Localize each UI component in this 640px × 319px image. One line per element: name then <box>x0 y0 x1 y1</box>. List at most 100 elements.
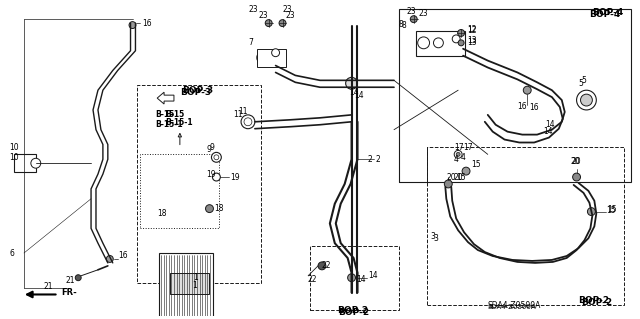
Text: 9: 9 <box>207 145 211 154</box>
Text: 1: 1 <box>194 273 198 282</box>
Text: 11: 11 <box>233 110 243 119</box>
Text: SDA4-Z0500A: SDA4-Z0500A <box>488 301 541 310</box>
Bar <box>170 273 209 294</box>
Text: 23: 23 <box>282 5 292 14</box>
Text: 5: 5 <box>579 79 584 88</box>
Text: 23: 23 <box>259 11 268 20</box>
Text: 17: 17 <box>454 143 464 152</box>
Text: 15: 15 <box>606 206 616 215</box>
Bar <box>257 49 287 67</box>
Text: 5: 5 <box>582 76 586 85</box>
Text: 10: 10 <box>9 143 19 152</box>
Circle shape <box>265 20 272 26</box>
Circle shape <box>456 152 460 156</box>
Text: 11: 11 <box>238 108 248 116</box>
Text: 15: 15 <box>456 173 466 182</box>
Text: 18: 18 <box>214 204 224 213</box>
Circle shape <box>211 152 221 162</box>
Text: 19: 19 <box>207 170 216 179</box>
Circle shape <box>588 208 595 216</box>
Circle shape <box>318 262 326 270</box>
Bar <box>427 147 624 305</box>
Circle shape <box>454 150 462 158</box>
Text: 15: 15 <box>471 160 481 169</box>
Text: 17: 17 <box>463 143 473 152</box>
Text: BOP-4: BOP-4 <box>593 8 623 17</box>
Circle shape <box>31 158 41 168</box>
Text: 8: 8 <box>399 19 404 29</box>
Text: 22: 22 <box>307 275 317 284</box>
Text: 20: 20 <box>572 157 581 166</box>
Circle shape <box>462 167 470 175</box>
Text: B-15: B-15 <box>155 110 175 119</box>
Text: 7: 7 <box>248 38 253 47</box>
Circle shape <box>244 118 252 126</box>
Circle shape <box>348 274 356 282</box>
Text: BOP-3: BOP-3 <box>182 86 213 95</box>
Text: 14: 14 <box>355 91 364 100</box>
Text: 14: 14 <box>545 120 555 129</box>
Text: BOP-2: BOP-2 <box>582 298 612 307</box>
Circle shape <box>524 86 531 94</box>
Text: BOP-4: BOP-4 <box>589 10 621 19</box>
Text: 23: 23 <box>285 11 295 20</box>
Circle shape <box>458 40 464 46</box>
Text: SDA4-Z0500A: SDA4-Z0500A <box>488 304 536 310</box>
Text: BOP-2: BOP-2 <box>338 308 369 317</box>
Text: BOP-2: BOP-2 <box>337 306 368 315</box>
Text: 20: 20 <box>446 173 456 182</box>
Text: BOP-2: BOP-2 <box>579 296 610 305</box>
Text: 3: 3 <box>431 232 435 241</box>
Circle shape <box>433 38 444 48</box>
Circle shape <box>260 54 268 62</box>
Circle shape <box>257 51 271 64</box>
Text: 4: 4 <box>453 155 458 164</box>
Text: 2: 2 <box>367 155 372 164</box>
Text: BOP-3: BOP-3 <box>180 88 211 97</box>
Circle shape <box>458 30 465 36</box>
Text: B-15-1: B-15-1 <box>155 120 183 129</box>
Circle shape <box>241 115 255 129</box>
Text: 3: 3 <box>433 234 438 243</box>
Bar <box>310 246 399 310</box>
Text: 13: 13 <box>467 36 477 45</box>
Text: 16: 16 <box>142 19 152 28</box>
Text: 16: 16 <box>517 102 527 111</box>
Circle shape <box>106 256 113 263</box>
Circle shape <box>418 37 429 49</box>
Text: 12: 12 <box>467 26 477 35</box>
Circle shape <box>573 173 580 181</box>
Text: 23: 23 <box>407 7 417 16</box>
Text: 2: 2 <box>375 155 380 164</box>
Circle shape <box>129 22 136 28</box>
Bar <box>14 154 36 172</box>
Text: 14: 14 <box>543 127 553 136</box>
Circle shape <box>410 16 417 23</box>
Text: 14: 14 <box>369 271 378 280</box>
Text: 20: 20 <box>453 173 463 182</box>
Circle shape <box>346 78 358 89</box>
Text: 22: 22 <box>322 261 332 271</box>
Text: 20: 20 <box>571 157 580 166</box>
Circle shape <box>279 20 286 26</box>
Text: 13: 13 <box>467 38 477 47</box>
Text: B-15: B-15 <box>165 110 184 119</box>
Circle shape <box>214 155 219 160</box>
Text: 14: 14 <box>356 275 366 284</box>
Polygon shape <box>157 92 174 104</box>
Text: 23: 23 <box>249 5 259 14</box>
Bar <box>140 154 220 228</box>
Circle shape <box>444 180 452 188</box>
Text: 9: 9 <box>209 143 214 152</box>
Circle shape <box>580 94 593 106</box>
Text: 19: 19 <box>230 173 240 182</box>
Bar <box>399 9 631 182</box>
Text: 16: 16 <box>118 251 128 261</box>
Text: 8: 8 <box>402 20 406 30</box>
Text: 6: 6 <box>9 249 14 257</box>
Circle shape <box>76 275 81 281</box>
Text: 4: 4 <box>461 153 466 162</box>
Text: 14: 14 <box>349 88 359 97</box>
Text: 21: 21 <box>65 276 75 285</box>
Text: 15: 15 <box>607 205 617 214</box>
